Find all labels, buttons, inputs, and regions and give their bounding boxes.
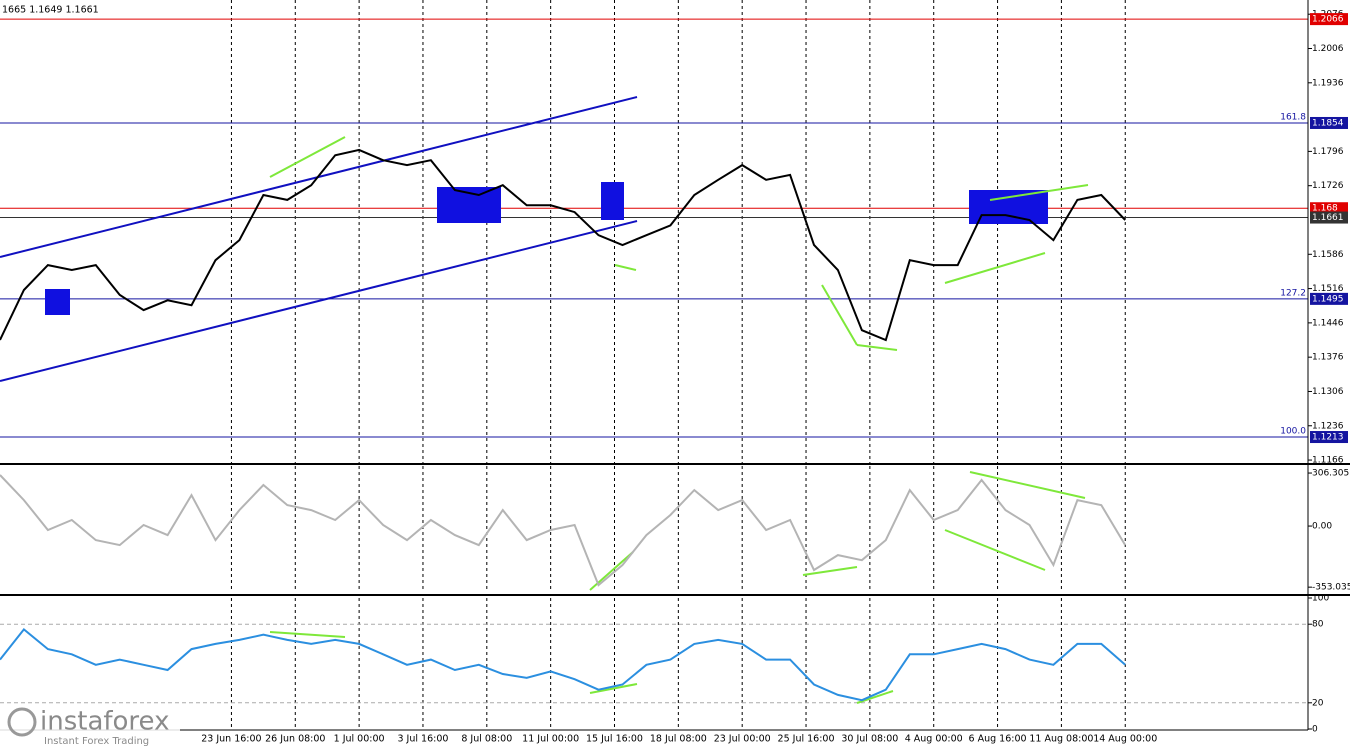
y-tick-label: 1.2006: [1312, 44, 1344, 54]
x-tick-label: 26 Jun 08:00: [265, 734, 325, 745]
fib-label: 161.8: [1280, 112, 1306, 122]
y-tick-label: 100: [1312, 594, 1329, 604]
level-label: 1.1213: [1312, 433, 1344, 443]
zone-box: [969, 190, 1048, 224]
fib-label: 127.2: [1280, 288, 1306, 298]
level-box: [1310, 116, 1348, 129]
x-tick-label: 6 Aug 16:00: [969, 734, 1027, 745]
x-tick-label: 15 Jul 16:00: [586, 734, 643, 745]
y-tick-label: 80: [1312, 620, 1324, 630]
level-label: 1.1661: [1312, 213, 1344, 223]
divergence-lines: [269, 136, 1089, 704]
x-tick-label: 14 Aug 00:00: [1093, 734, 1157, 745]
fib-label: 100.0: [1280, 427, 1306, 437]
annotations: [0, 96, 1089, 704]
y-tick-label: 1.1166: [1312, 456, 1344, 466]
y-tick-label: 1.1236: [1312, 421, 1344, 431]
level-label: 1.2066: [1312, 15, 1344, 25]
series-line: [0, 148, 1126, 342]
x-tick-label: 11 Aug 08:00: [1029, 734, 1093, 745]
y-tick-label: 1.1936: [1312, 78, 1344, 88]
level-box: [1310, 292, 1348, 305]
x-tick-label: 11 Jul 00:00: [522, 734, 579, 745]
level-label: 1.1495: [1312, 294, 1344, 304]
watermark-brand: instaforex: [40, 707, 169, 737]
x-tick-label: 8 Jul 08:00: [461, 734, 512, 745]
y-tick-label: 1.1586: [1312, 250, 1344, 260]
level-box: [1310, 13, 1348, 26]
x-tick-label: 18 Jul 08:00: [650, 734, 707, 745]
level-box: [1310, 431, 1348, 444]
y-tick-label: 1.1516: [1312, 284, 1344, 294]
y-tick-label: 1.1376: [1312, 353, 1344, 363]
x-tick-label: 23 Jul 00:00: [714, 734, 771, 745]
level-box: [1310, 202, 1348, 215]
channel-line: [0, 220, 638, 382]
x-tick-label: 3 Jul 16:00: [397, 734, 448, 745]
series-line: [0, 474, 1127, 587]
zone-box: [601, 182, 624, 220]
series-line: [0, 627, 1126, 702]
y-tick-label: -353.0350: [1312, 583, 1350, 593]
level-label: 1.168: [1312, 204, 1338, 214]
level-label: 1.1854: [1312, 118, 1344, 128]
x-tick-label: 1 Jul 00:00: [334, 734, 385, 745]
y-tick-label: 306.3051: [1312, 469, 1350, 479]
level-box: [1310, 211, 1348, 224]
header: 1665 1.1649 1.1661: [2, 5, 99, 16]
x-tick-label: 25 Jul 16:00: [778, 734, 835, 745]
x-tick-label: 4 Aug 00:00: [905, 734, 963, 745]
x-tick-label: 23 Jun 16:00: [201, 734, 261, 745]
y-tick-label: 1.1796: [1312, 147, 1344, 157]
y-tick-label: 1.1446: [1312, 318, 1344, 328]
y-tick-label: 1.1306: [1312, 387, 1344, 397]
x-tick-label: 30 Jul 08:00: [841, 734, 898, 745]
watermark-logo: [7, 707, 37, 737]
zone-box: [45, 289, 70, 315]
y-tick-label: 1.1726: [1312, 181, 1344, 191]
y-tick-label: 20: [1312, 698, 1324, 708]
y-tick-label: 0: [1312, 725, 1318, 735]
watermark-tagline: Instant Forex Trading: [44, 736, 149, 747]
y-tick-label: 0.00: [1312, 522, 1332, 532]
